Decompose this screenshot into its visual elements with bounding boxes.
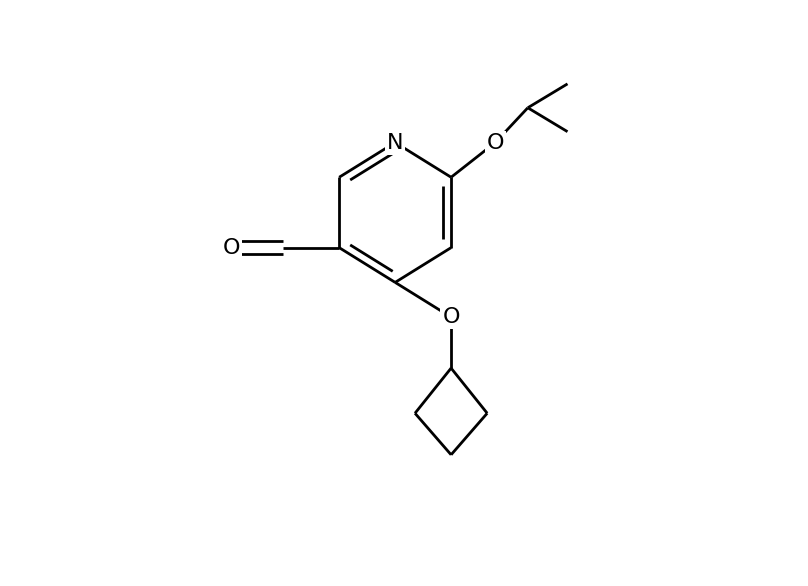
Text: O: O <box>223 238 240 258</box>
Text: N: N <box>387 132 403 152</box>
Text: O: O <box>486 132 504 152</box>
Text: O: O <box>442 307 460 327</box>
